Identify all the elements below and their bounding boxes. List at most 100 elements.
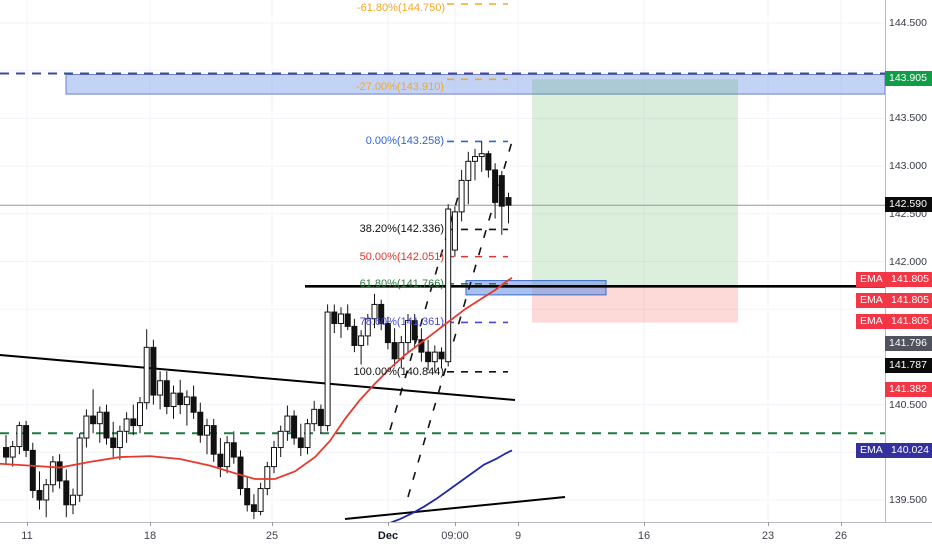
candle — [96, 411, 103, 425]
time-tick-label: 09:00 — [441, 530, 469, 542]
price-tick-label: 143.000 — [889, 160, 927, 173]
time-tick-label: Dec — [377, 530, 399, 542]
candle — [472, 156, 478, 162]
candle — [284, 415, 291, 432]
fib-label: 38.20%(142.336) — [359, 223, 444, 236]
candle — [458, 179, 465, 213]
candle — [264, 466, 271, 490]
ema-prefix: EMA — [860, 444, 883, 456]
candle — [250, 504, 257, 512]
time-tick-mark — [841, 522, 842, 526]
candle — [485, 153, 492, 171]
candle — [177, 392, 184, 406]
candle — [244, 488, 251, 506]
time-tick-mark — [768, 522, 769, 526]
candle — [304, 423, 311, 449]
candle — [90, 415, 97, 425]
price-axis-separator — [885, 0, 886, 522]
candle — [103, 411, 110, 439]
price-tick-label: 140.500 — [889, 398, 927, 411]
candle — [465, 160, 472, 181]
time-tick-label: 11 — [21, 530, 33, 542]
last-price-label: 142.590 — [885, 197, 932, 212]
candle — [130, 418, 137, 427]
price-label-value: 143.905 — [889, 72, 927, 84]
candle — [291, 415, 298, 439]
candle — [237, 456, 244, 490]
candle — [76, 437, 83, 496]
fib-label: 78.60%(141.361) — [359, 316, 444, 329]
candle — [63, 480, 70, 506]
candle — [425, 351, 432, 363]
candles-layer — [3, 141, 512, 520]
candle — [371, 303, 378, 320]
time-tick-mark — [27, 522, 28, 526]
candle — [364, 318, 371, 337]
fib-label: -61.80%(144.750) — [356, 2, 446, 14]
ema-slow-line[interactable] — [389, 449, 513, 523]
candle — [137, 402, 143, 427]
time-tick-label: 16 — [637, 530, 651, 542]
line-price-label-3: 141.382 — [885, 382, 932, 397]
candle — [277, 430, 284, 449]
candle — [358, 335, 365, 346]
price-label-value: 141.796 — [889, 337, 927, 349]
candle — [204, 425, 210, 436]
candle — [478, 153, 485, 158]
candle — [438, 351, 445, 360]
ema-fast-line[interactable] — [0, 276, 513, 480]
line-price-label-1: 141.796 — [885, 336, 932, 351]
time-tick-label: 23 — [761, 530, 775, 542]
candle — [311, 408, 318, 425]
dashed-channel-line[interactable] — [389, 189, 461, 431]
candle — [405, 320, 411, 344]
price-tick-label: 143.500 — [889, 112, 927, 125]
ema-label-2: EMA 141.805 — [856, 293, 932, 308]
candle — [163, 380, 170, 408]
candle — [150, 346, 157, 396]
price-label-value: 141.805 — [891, 315, 929, 327]
time-tick-mark — [644, 522, 645, 526]
candle — [257, 488, 264, 512]
price-label-value: 141.805 — [891, 294, 929, 306]
long-position-profit-zone[interactable] — [532, 79, 738, 287]
fib-label: 0.00%(143.258) — [365, 135, 444, 148]
candle — [445, 208, 452, 363]
candle — [271, 447, 277, 468]
ema-prefix: EMA — [860, 294, 883, 306]
rising-support-line[interactable] — [344, 496, 566, 520]
candle — [297, 437, 304, 449]
candle — [351, 325, 358, 346]
candle — [183, 396, 190, 406]
ema-label-slow: EMA 140.024 — [856, 443, 932, 458]
time-axis-separator — [0, 522, 932, 523]
candle — [70, 494, 76, 506]
candle — [9, 446, 16, 458]
candle — [16, 425, 23, 448]
time-tick-label: 25 — [265, 530, 279, 542]
price-label-value: 141.805 — [891, 273, 929, 285]
time-tick-mark — [455, 522, 456, 526]
candle — [143, 346, 150, 404]
candle — [29, 449, 36, 491]
price-label-value: 140.024 — [891, 444, 929, 456]
price-tick-label: 144.500 — [889, 17, 927, 29]
supply-zone-band[interactable] — [65, 74, 885, 95]
ema-prefix: EMA — [860, 315, 883, 327]
ema-prefix: EMA — [860, 273, 883, 285]
candle — [190, 396, 197, 413]
candle — [210, 425, 217, 455]
candle — [317, 408, 324, 427]
entry-zone-box[interactable] — [465, 280, 607, 296]
candle — [230, 442, 237, 458]
descending-trendline[interactable] — [0, 354, 516, 401]
candle — [157, 380, 164, 396]
candle — [418, 339, 425, 353]
fib-label: 61.80%(141.766) — [359, 277, 444, 290]
candle — [505, 197, 512, 206]
candle — [123, 418, 130, 432]
candle — [3, 447, 9, 458]
candle — [116, 430, 123, 449]
time-tick-label: 18 — [143, 530, 157, 542]
